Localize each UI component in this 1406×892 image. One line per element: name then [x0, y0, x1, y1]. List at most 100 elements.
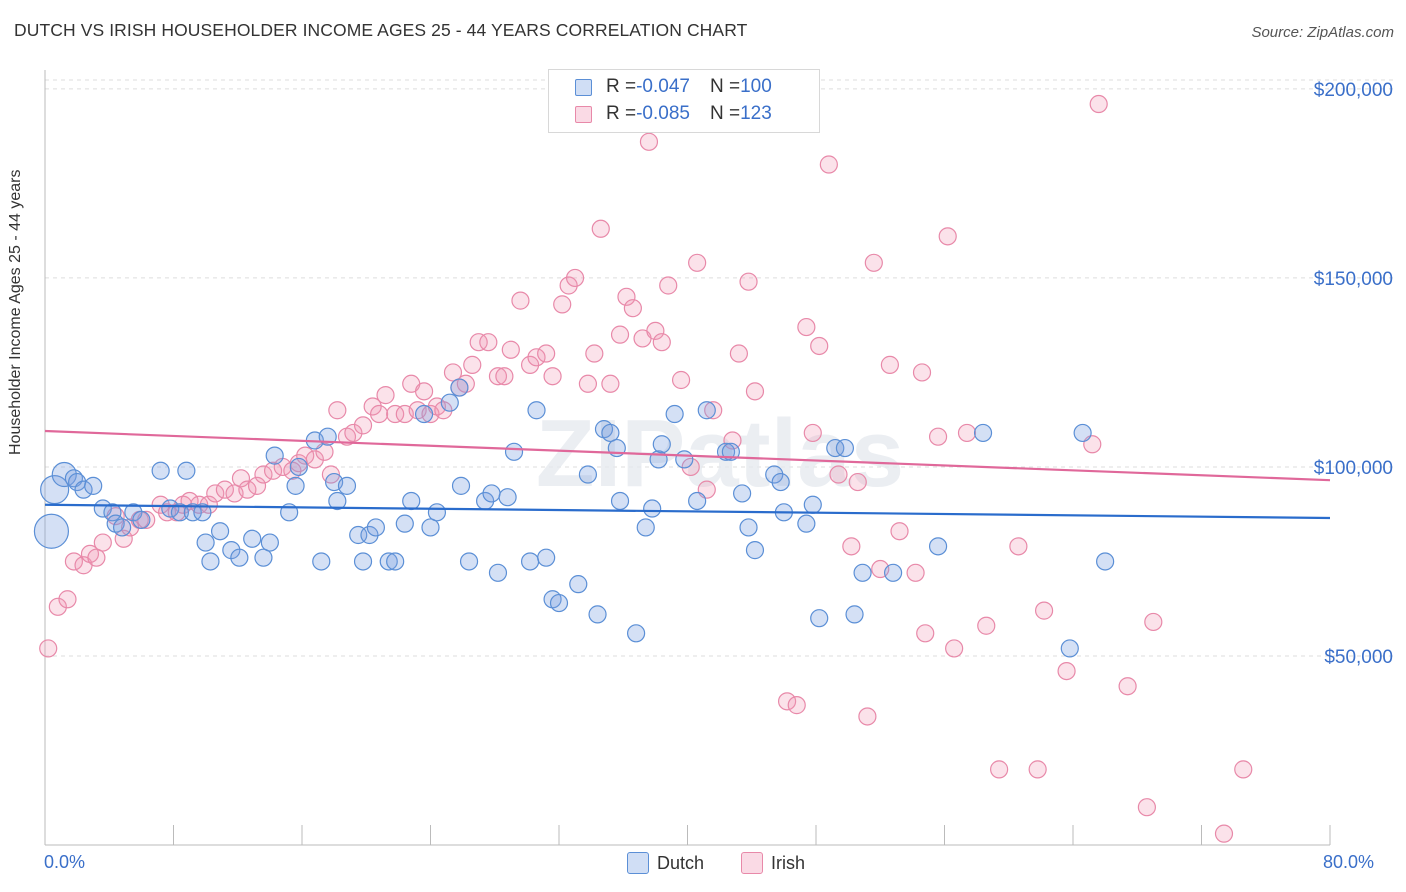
dutch-point: [366, 518, 385, 537]
irish-point: [797, 317, 816, 337]
irish-trend-line: [44, 429, 1331, 482]
dutch-legend-label: Dutch: [657, 852, 705, 873]
irish-point: [803, 423, 822, 443]
dutch-point: [688, 491, 707, 511]
dutch-point: [112, 518, 132, 537]
legend-row-irish: R = -0.085 N = 123: [575, 101, 772, 127]
irish-point: [777, 692, 797, 711]
irish-point: [681, 457, 700, 477]
irish-point: [443, 363, 463, 382]
dutch-point: [652, 435, 671, 454]
trend-lines: [44, 429, 1331, 520]
dutch-point: [33, 513, 70, 549]
dutch-point: [498, 488, 517, 507]
irish-point: [511, 291, 530, 310]
dutch-point: [260, 533, 279, 552]
y-tick-label: $150,000: [1314, 269, 1393, 290]
dutch-point: [230, 548, 249, 567]
irish-point: [93, 533, 112, 552]
dutch-point: [402, 491, 421, 511]
irish-point: [623, 299, 642, 318]
dutch-point: [395, 514, 414, 533]
irish-point: [723, 431, 742, 450]
irish-point: [48, 597, 67, 616]
irish-point: [64, 552, 84, 571]
irish-point: [591, 219, 610, 238]
dutch-point: [883, 563, 903, 582]
dutch-point: [103, 503, 122, 522]
dutch-point: [132, 510, 151, 529]
irish-r-label: R =: [606, 103, 637, 124]
irish-point: [1137, 798, 1156, 817]
irish-point: [1089, 94, 1108, 114]
irish-point: [553, 295, 572, 314]
dutch-point: [643, 499, 662, 518]
dutch-point: [40, 475, 70, 505]
x-tick-max: 80.0%: [1323, 852, 1375, 872]
irish-point: [414, 382, 434, 401]
dutch-point: [601, 423, 620, 443]
irish-point: [543, 367, 562, 386]
dutch-point: [665, 404, 684, 424]
dutch-r-value: -0.047: [636, 76, 690, 97]
dutch-point: [421, 518, 440, 537]
irish-point: [537, 344, 556, 363]
dutch-point: [451, 476, 471, 495]
stats-legend: R = -0.047 N = 100 R = -0.085 N = 123: [548, 69, 820, 133]
dutch-point: [170, 503, 190, 522]
irish-point: [787, 696, 806, 715]
dutch-point: [450, 378, 469, 397]
irish-point: [1214, 824, 1234, 843]
dutch-point: [697, 401, 716, 420]
dutch-point: [151, 461, 170, 480]
irish-point: [1028, 760, 1047, 779]
dutch-point: [797, 514, 816, 533]
irish-point: [1009, 537, 1028, 556]
irish-point: [928, 427, 948, 446]
dutch-point: [360, 525, 379, 545]
dutch-point: [810, 609, 829, 628]
irish-point: [1034, 601, 1054, 620]
dutch-point: [440, 393, 459, 412]
chart-title: DUTCH VS IRISH HOUSEHOLDER INCOME AGES 2…: [14, 20, 748, 40]
dutch-n-label: N =: [709, 76, 741, 97]
irish-point: [305, 450, 324, 469]
irish-point: [434, 401, 453, 420]
irish-point: [370, 404, 389, 424]
irish-point: [671, 370, 691, 390]
irish-point: [912, 363, 932, 382]
dutch-point: [183, 503, 202, 522]
dutch-point: [803, 495, 822, 514]
irish-point: [829, 465, 848, 484]
irish-r-value: -0.085: [636, 103, 690, 124]
irish-point: [842, 537, 861, 556]
dutch-point: [853, 563, 872, 582]
dutch-point: [161, 499, 180, 518]
dutch-point: [745, 541, 765, 560]
watermark: ZIPatlas: [536, 400, 904, 507]
dutch-point: [1073, 423, 1092, 443]
irish-point: [864, 253, 883, 272]
irish-point: [617, 287, 636, 306]
irish-point: [376, 386, 395, 405]
y-tick-label: $200,000: [1314, 80, 1393, 101]
dutch-point: [84, 476, 103, 495]
legend-row-dutch: R = -0.047 N = 100: [575, 74, 772, 100]
dutch-point: [201, 552, 220, 571]
irish-point: [639, 132, 659, 151]
irish-point: [479, 333, 498, 352]
dutch-point: [312, 552, 331, 571]
dutch-point: [835, 438, 855, 458]
y-tick-label: $50,000: [1324, 647, 1393, 668]
dutch-point: [353, 552, 373, 571]
dutch-point: [973, 423, 993, 443]
irish-point: [601, 374, 620, 393]
dutch-point: [569, 575, 588, 594]
irish-point: [254, 465, 273, 484]
y-tick-label: $100,000: [1314, 458, 1393, 479]
dutch-point: [1060, 639, 1079, 658]
dutch-point: [765, 465, 784, 484]
axes: [44, 70, 1331, 846]
dutch-point: [177, 461, 196, 480]
